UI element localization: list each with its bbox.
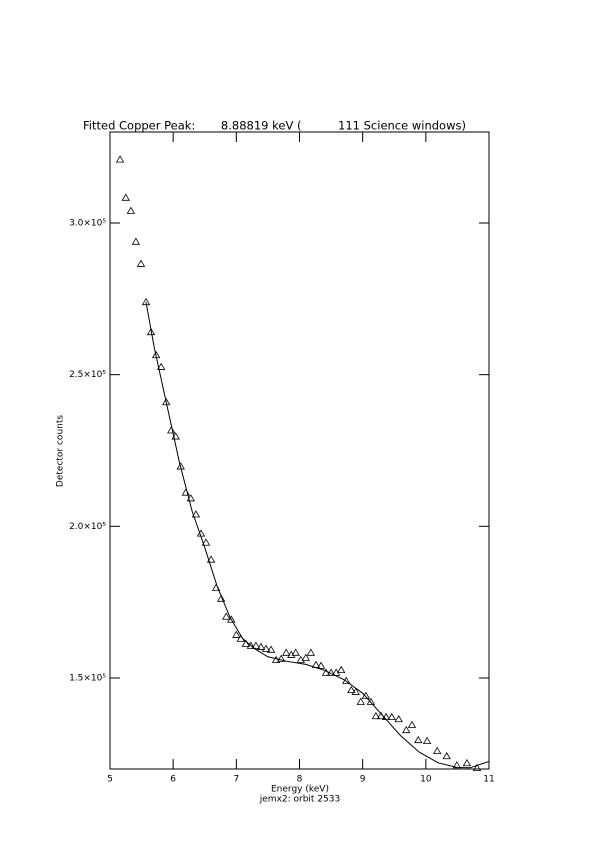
y-tick-label: 3.0×10⁵: [69, 219, 106, 229]
data-point: [371, 711, 381, 720]
data-point: [167, 426, 176, 434]
data-point: [347, 685, 356, 694]
chart-title: Fitted Copper Peak: 8.88819 keV ( 111 Sc…: [83, 119, 466, 133]
data-point: [227, 615, 236, 623]
x-tick-label: 10: [420, 775, 432, 785]
data-point: [201, 538, 211, 546]
y-tick-label: 1.5×10⁵: [69, 674, 106, 684]
data-point: [251, 641, 261, 649]
x-tick-label: 6: [170, 775, 176, 785]
data-point: [121, 193, 130, 201]
data-point: [136, 259, 146, 267]
plot-frame: [109, 131, 490, 770]
data-point: [402, 725, 411, 734]
data-point: [422, 736, 432, 744]
data-point: [316, 661, 326, 669]
data-point: [387, 712, 396, 721]
data-point: [291, 648, 300, 656]
data-point: [126, 206, 136, 214]
data-point: [442, 751, 451, 760]
data-point: [394, 714, 403, 723]
x-tick-label: 11: [483, 775, 494, 785]
x-tick-label: 7: [233, 775, 239, 785]
footer: jemx2: orbit 2533: [259, 795, 340, 805]
y-tick-label: 2.5×10⁵: [69, 370, 106, 380]
data-point: [433, 746, 442, 755]
data-point: [336, 665, 346, 674]
data-point: [206, 555, 216, 563]
data-point: [462, 758, 472, 767]
data-point: [366, 697, 376, 705]
data-point: [156, 362, 166, 370]
fit-line: [145, 302, 490, 769]
data-point: [131, 237, 141, 245]
data-point: [191, 510, 201, 518]
x-tick-label: 8: [297, 775, 303, 785]
y-axis-title: Detector counts: [56, 415, 66, 487]
data-point: [282, 648, 291, 656]
data-point: [256, 642, 266, 650]
data-point: [356, 697, 365, 705]
data-point: [452, 761, 461, 769]
x-tick-label: 5: [107, 775, 113, 785]
data-point: [266, 645, 276, 653]
data-point: [472, 763, 482, 771]
data-point: [351, 687, 360, 695]
data-point: [246, 641, 256, 649]
data-point: [407, 720, 417, 728]
y-tick-label: 2.0×10⁵: [69, 522, 106, 532]
data-point: [301, 653, 311, 661]
data-point: [216, 594, 226, 602]
data-point: [276, 654, 286, 662]
data-point: [306, 648, 316, 656]
x-tick-label: 9: [360, 775, 366, 785]
data-point: [222, 612, 231, 620]
data-point: [115, 155, 125, 163]
data-point: [241, 639, 251, 647]
data-point: [162, 397, 171, 406]
data-point: [261, 644, 271, 652]
data-point: [146, 327, 156, 336]
data-point: [232, 630, 241, 638]
data-point: [414, 735, 423, 744]
data-point: [181, 488, 190, 496]
x-axis-title: Energy (keV): [271, 785, 329, 795]
